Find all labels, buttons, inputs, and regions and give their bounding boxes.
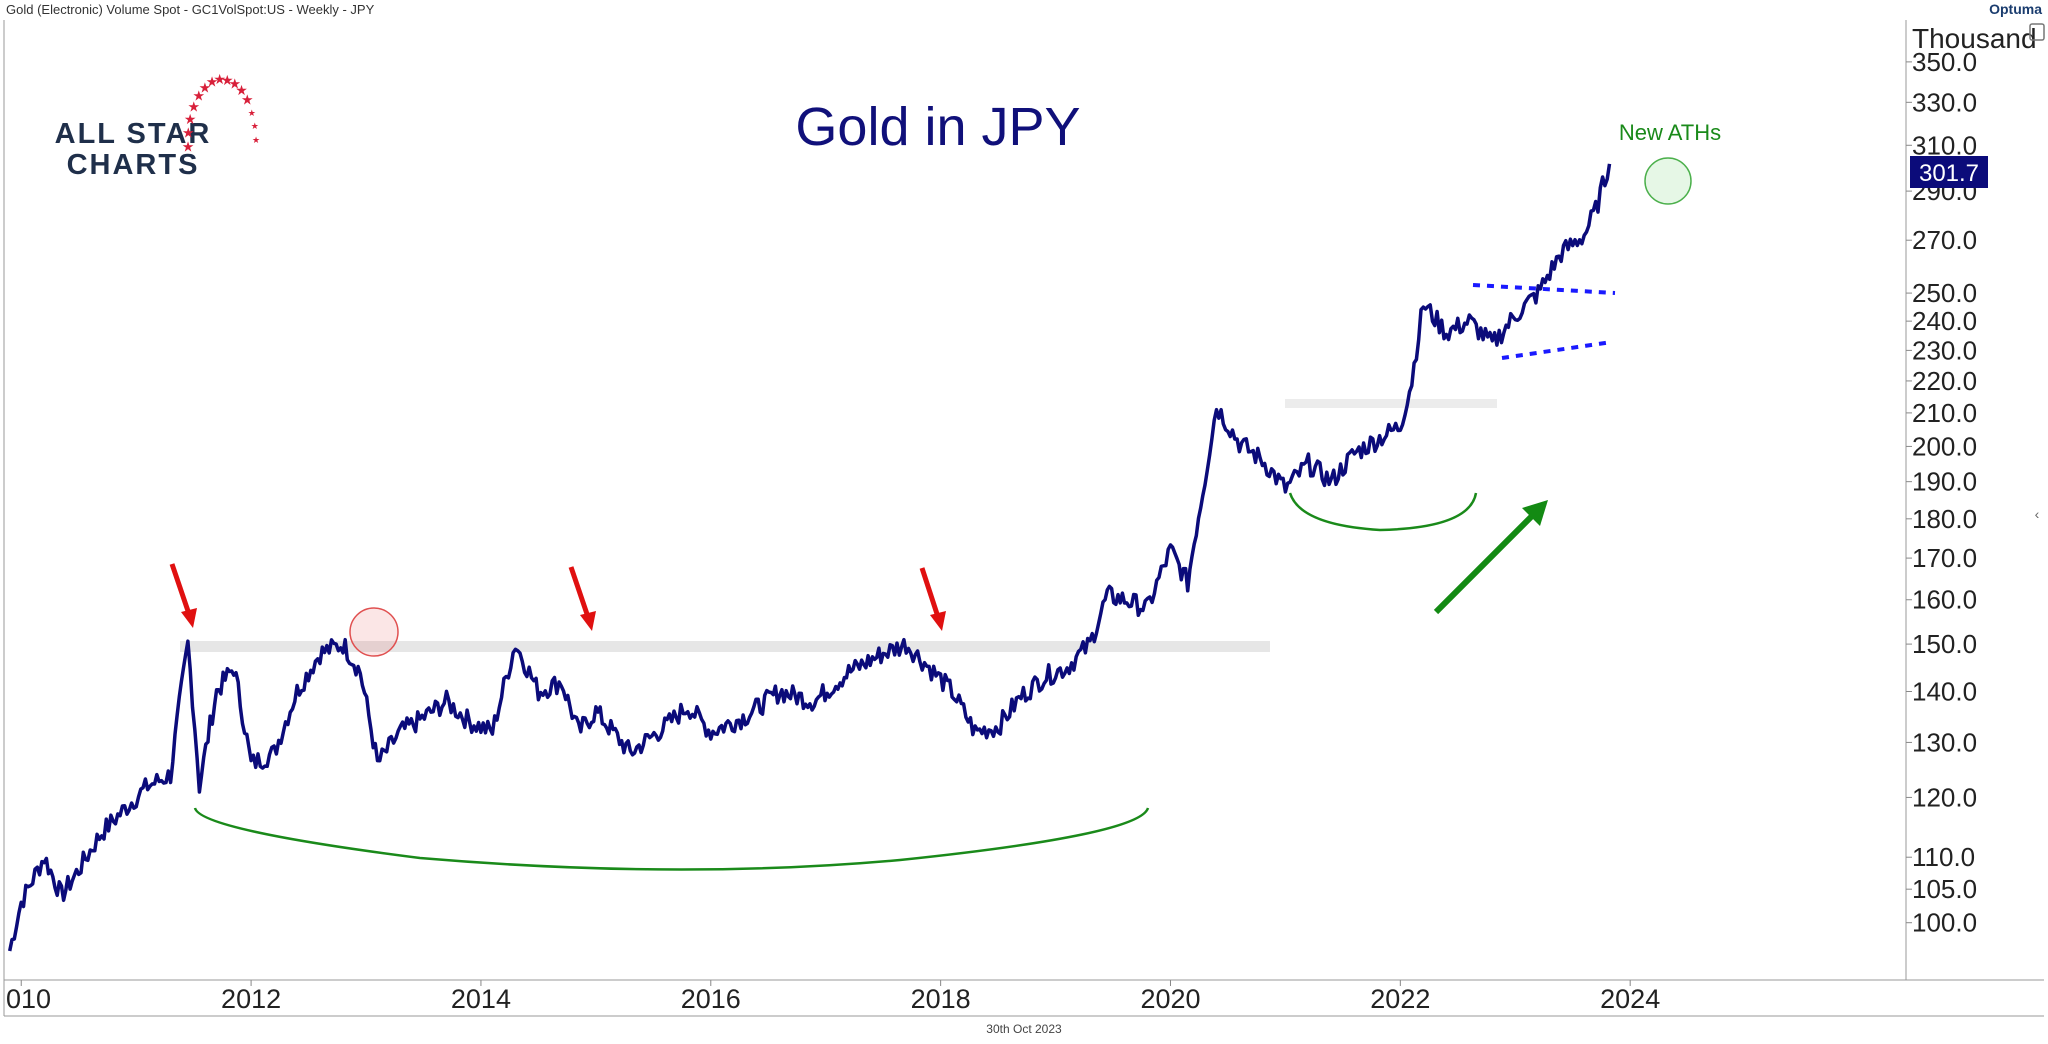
x-tick-label: 2020 <box>1140 984 1200 1014</box>
x-tick-label: 010 <box>6 984 51 1014</box>
logo-star: ★ <box>235 82 248 98</box>
y-tick-label: 100.0 <box>1912 908 1977 938</box>
base-arc-long <box>193 807 1150 871</box>
logo-star: ★ <box>251 121 259 131</box>
logo-star-ring: ★★★★★★★★★★★★★★★ <box>182 71 260 154</box>
y-tick-label: 190.0 <box>1912 467 1977 497</box>
logo-star: ★ <box>187 98 200 114</box>
x-tick-label: 2014 <box>451 984 511 1014</box>
collapse-chevron-icon[interactable]: ‹ <box>2035 506 2040 522</box>
logo-star: ★ <box>182 138 195 154</box>
chart-title: Gold in JPY <box>795 97 1080 157</box>
logo-line-2: CHARTS <box>67 149 200 181</box>
date-stamp: 30th Oct 2023 <box>986 1022 1062 1036</box>
logo-line-1: ALL STAR <box>55 118 212 150</box>
y-tick-label: 120.0 <box>1912 782 1977 812</box>
resistance-zone-150 <box>180 641 1270 652</box>
logo-star: ★ <box>241 92 254 108</box>
x-tick-label: 2016 <box>681 984 741 1014</box>
y-tick-label: 310.0 <box>1912 130 1977 160</box>
price-series <box>7 163 1612 952</box>
y-tick-label: 105.0 <box>1912 874 1977 904</box>
logo-star: ★ <box>213 71 226 87</box>
logo-star: ★ <box>184 111 197 127</box>
y-tick-label: 350.0 <box>1912 47 1977 77</box>
y-tick-label: 240.0 <box>1912 306 1977 336</box>
y-tick-label: 110.0 <box>1912 842 1975 872</box>
optuma-brand: Optuma <box>1989 1 2042 17</box>
last-value-badge <box>1910 156 1988 188</box>
red-arrow-2014 <box>568 566 596 631</box>
logo-star: ★ <box>248 108 256 118</box>
y-tick-label: 140.0 <box>1912 677 1977 707</box>
series-line-gold-jpy <box>7 163 1612 952</box>
y-tick-label: 150.0 <box>1912 629 1977 659</box>
logo-star: ★ <box>192 88 205 104</box>
all-star-charts-logo: ALL STAR CHARTS ★★★★★★★★★★★★★★★ <box>55 71 260 181</box>
y-tick-label: 200.0 <box>1912 431 1977 461</box>
y-tick-label: 180.0 <box>1912 504 1977 534</box>
logo-star: ★ <box>221 72 234 88</box>
y-tick-label: 270.0 <box>1912 225 1977 255</box>
x-axis-ticks: 010 2012 2014 2016 2018 2020 2022 2024 <box>6 980 1660 1014</box>
ath-circle <box>1644 157 1692 205</box>
x-tick-label: 2018 <box>911 984 971 1014</box>
base-arc-short <box>1288 492 1478 532</box>
triangle-upper-line <box>1472 283 1616 295</box>
y-tick-label: 160.0 <box>1912 585 1977 615</box>
failed-breakout-circle <box>349 607 399 657</box>
last-value-text: 301.7 <box>1919 160 1979 187</box>
y-tick-label: 130.0 <box>1912 727 1977 757</box>
y-tick-label: 170.0 <box>1912 543 1977 573</box>
triangle-lower-line <box>1501 340 1613 360</box>
y-tick-label: 210.0 <box>1912 398 1977 428</box>
lock-icon[interactable] <box>2029 23 2045 41</box>
red-arrow-2017 <box>919 567 946 631</box>
x-tick-label: 2024 <box>1600 984 1660 1014</box>
logo-star: ★ <box>228 76 241 92</box>
logo-star: ★ <box>252 135 260 145</box>
x-tick-label: 2012 <box>221 984 281 1014</box>
instrument-title: Gold (Electronic) Volume Spot - GC1VolSp… <box>6 2 375 17</box>
y-tick-label: 250.0 <box>1912 278 1977 308</box>
resistance-zone-215 <box>1285 399 1497 408</box>
y-axis-unit-label: Thousand <box>1912 23 2037 54</box>
top-bar: Gold (Electronic) Volume Spot - GC1VolSp… <box>0 0 2048 20</box>
logo-star: ★ <box>206 74 219 90</box>
logo-star: ★ <box>182 124 195 140</box>
y-tick-label: 330.0 <box>1912 87 1977 117</box>
y-tick-label: 220.0 <box>1912 366 1977 396</box>
x-tick-label: 2022 <box>1370 984 1430 1014</box>
new-aths-label: New ATHs <box>1619 120 1721 145</box>
y-tick-label: 230.0 <box>1912 335 1977 365</box>
red-arrow-2011 <box>169 563 197 628</box>
green-trend-arrow <box>1433 500 1548 615</box>
logo-star: ★ <box>199 79 212 95</box>
